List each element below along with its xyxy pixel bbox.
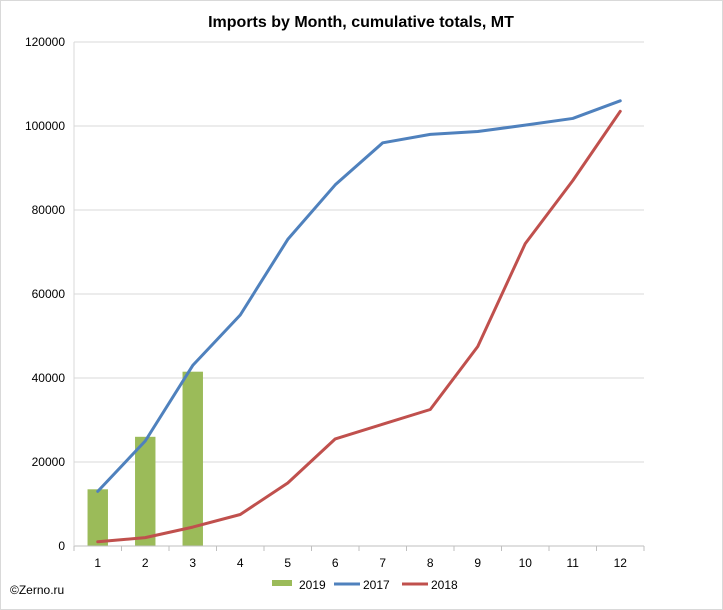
x-tick-label: 6: [332, 556, 339, 570]
x-tick-label: 1: [94, 556, 101, 570]
x-tick-label: 9: [474, 556, 481, 570]
line-series: [96, 99, 622, 544]
y-axis-ticks: 0 20000 40000 60000 80000 100000 120000: [25, 35, 65, 553]
x-tick-label: 12: [614, 556, 628, 570]
legend-label-2017: 2017: [363, 578, 390, 592]
x-axis: [73, 42, 645, 551]
legend-swatch-2019: [272, 580, 292, 586]
legend: 2019 2017 2018: [272, 578, 458, 592]
chart-title: Imports by Month, cumulative totals, MT: [208, 14, 514, 31]
y-tick-label: 20000: [32, 455, 66, 469]
y-tick-label: 100000: [25, 119, 65, 133]
y-tick-label: 60000: [32, 287, 66, 301]
y-tick-label: 0: [58, 539, 65, 553]
bar-series: [87, 371, 203, 546]
bar-2019-3: [182, 371, 203, 546]
x-tick-label: 3: [189, 556, 196, 570]
legend-label-2019: 2019: [299, 578, 326, 592]
x-tick-label: 11: [567, 556, 580, 570]
legend-label-2018: 2018: [431, 578, 458, 592]
x-axis-ticks: 1 2 3 4 5 6 7 8 9 10 11 12: [94, 556, 627, 570]
y-tick-label: 40000: [32, 371, 66, 385]
gridlines: [74, 41, 644, 463]
line-series-2018: [96, 109, 622, 544]
line-series-2017: [96, 99, 622, 493]
x-tick-label: 5: [284, 556, 291, 570]
x-tick-label: 10: [519, 556, 533, 570]
bar-2019-2: [135, 436, 156, 546]
y-tick-label: 120000: [25, 35, 65, 49]
x-tick-label: 2: [142, 556, 149, 570]
x-tick-label: 8: [427, 556, 434, 570]
x-tick-label: 4: [237, 556, 244, 570]
y-tick-label: 80000: [32, 203, 66, 217]
copyright-text: ©Zerno.ru: [10, 583, 64, 597]
bar-2019-1: [87, 489, 108, 546]
x-tick-label: 7: [379, 556, 386, 570]
